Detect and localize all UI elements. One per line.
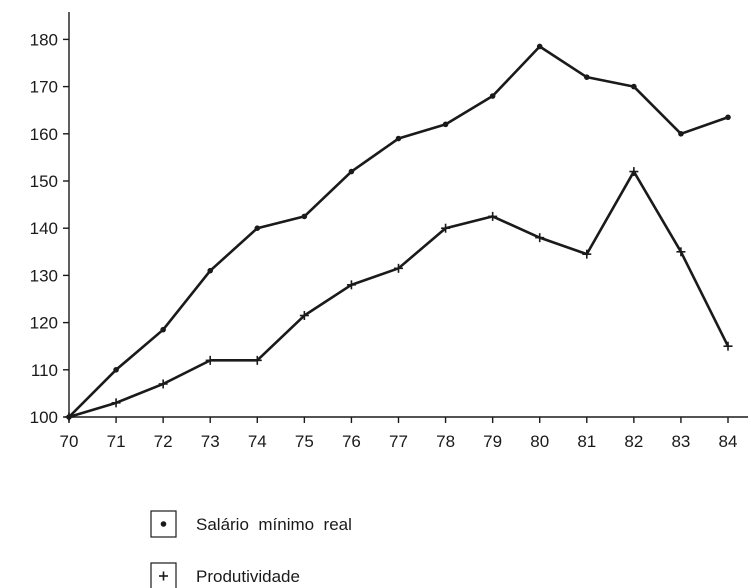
- y-tick-label: 160: [30, 125, 58, 144]
- y-tick-label: 140: [30, 219, 58, 238]
- data-point: [252, 355, 262, 365]
- data-point: [631, 83, 637, 90]
- series-layer: [64, 43, 733, 422]
- data-point: [723, 341, 733, 351]
- data-point: [488, 211, 498, 221]
- data-point: [678, 131, 684, 137]
- data-point: [254, 225, 261, 231]
- legend-label: Salário mínimo real: [196, 515, 352, 534]
- x-tick-label: 79: [483, 432, 502, 451]
- x-tick-label: 80: [530, 432, 549, 451]
- y-tick-label: 120: [30, 314, 58, 333]
- x-tick-label: 78: [436, 432, 455, 451]
- legend-marker: [159, 571, 168, 581]
- x-tick-label: 70: [60, 432, 79, 451]
- y-tick-label: 150: [30, 172, 58, 191]
- data-point: [160, 326, 166, 333]
- legend-label: Produtividade: [196, 567, 300, 586]
- axes: 100 110 120 130 140 150 160 170 180 70 71 72 73 74 75 7…: [30, 12, 748, 451]
- series-salario: [66, 43, 731, 420]
- data-point: [346, 280, 356, 290]
- legend-item: Salário mínimo real: [150, 510, 352, 538]
- data-point: [207, 267, 214, 274]
- data-point: [583, 74, 590, 80]
- y-tick-label: 110: [31, 361, 58, 380]
- data-point: [299, 311, 309, 321]
- series-line: [68, 170, 730, 419]
- x-tick-label: 74: [248, 432, 267, 451]
- data-point: [442, 121, 449, 128]
- series-produtividade: [64, 167, 733, 422]
- y-tick-label: 170: [30, 78, 58, 97]
- x-tick-label: 75: [295, 432, 314, 451]
- x-tick-label: 82: [624, 432, 643, 451]
- data-point: [111, 398, 121, 408]
- data-point: [441, 223, 451, 233]
- y-tick-label: 100: [30, 408, 58, 427]
- x-tick-label: 72: [154, 432, 173, 451]
- legend-item: Produtividade: [150, 562, 300, 588]
- data-point: [113, 367, 119, 373]
- data-point: [348, 168, 355, 175]
- data-point: [582, 249, 592, 259]
- data-point: [725, 114, 731, 121]
- data-point: [676, 247, 686, 257]
- series-line: [68, 45, 729, 418]
- data-point: [394, 263, 403, 273]
- data-point: [158, 379, 168, 389]
- x-tick-label: 71: [107, 432, 126, 451]
- x-tick-label: 76: [342, 432, 361, 451]
- legend-marker: [160, 521, 167, 527]
- x-tick-label: 84: [719, 432, 738, 451]
- data-point: [535, 233, 545, 243]
- data-point: [536, 43, 543, 50]
- data-point: [629, 167, 639, 177]
- data-point: [205, 355, 215, 365]
- legend: Salário mínimo real Produtividade: [150, 510, 352, 588]
- x-tick-label: 81: [577, 432, 596, 451]
- data-point: [489, 93, 496, 99]
- data-point: [301, 213, 308, 220]
- data-point: [64, 412, 74, 422]
- y-tick-label: 180: [30, 30, 58, 49]
- x-tick-label: 77: [389, 432, 408, 451]
- x-tick-label: 83: [671, 432, 690, 451]
- y-tick-label: 130: [30, 266, 58, 285]
- data-point: [395, 135, 402, 142]
- x-tick-label: 73: [201, 432, 220, 451]
